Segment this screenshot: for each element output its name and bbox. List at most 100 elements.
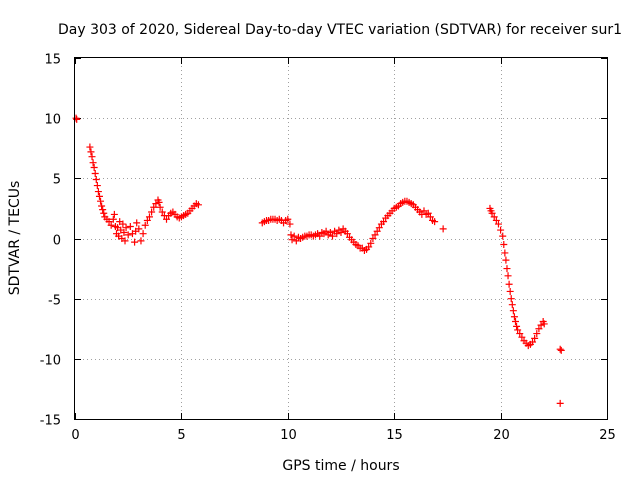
data-point xyxy=(152,200,160,208)
y-tick-label: 5 xyxy=(53,173,61,188)
data-point xyxy=(139,230,147,238)
axis-ticks xyxy=(75,58,608,420)
data-point xyxy=(333,230,341,238)
data-point xyxy=(86,143,94,151)
data-point xyxy=(122,224,130,232)
data-point xyxy=(537,321,545,329)
data-point xyxy=(488,209,496,217)
data-point xyxy=(137,237,145,245)
data-point xyxy=(145,213,153,221)
data-point xyxy=(375,224,383,232)
y-tick-label: -5 xyxy=(48,294,61,309)
data-point xyxy=(89,159,97,167)
data-point xyxy=(533,330,541,338)
data-point xyxy=(529,338,537,346)
data-point xyxy=(499,232,507,240)
data-point xyxy=(501,249,509,257)
data-point xyxy=(508,301,516,309)
data-point xyxy=(507,295,515,303)
data-point xyxy=(328,232,336,240)
data-point xyxy=(290,232,298,240)
data-point xyxy=(93,182,101,190)
data-point xyxy=(95,192,103,200)
data-point xyxy=(502,256,510,264)
data-point xyxy=(121,237,129,245)
data-point xyxy=(505,280,513,288)
data-point xyxy=(163,215,171,223)
data-point xyxy=(510,313,518,321)
data-point xyxy=(316,232,324,240)
data-point xyxy=(494,220,502,228)
data-point xyxy=(135,225,143,233)
chart-title: Day 303 of 2020, Sidereal Day-to-day VTE… xyxy=(58,22,622,38)
data-point xyxy=(292,237,300,245)
data-point xyxy=(426,213,434,221)
data-point xyxy=(490,213,498,221)
data-point xyxy=(500,241,508,249)
data-point xyxy=(504,272,512,280)
data-point xyxy=(506,287,514,295)
x-tick-label: 10 xyxy=(280,428,297,443)
data-point xyxy=(420,207,428,215)
data-point xyxy=(141,221,149,229)
data-point xyxy=(143,216,151,224)
data-point xyxy=(322,227,330,235)
data-point xyxy=(343,230,351,238)
x-tick-labels: 0 5 10 15 20 25 xyxy=(71,428,615,443)
data-point xyxy=(540,320,548,328)
x-tick-label: 0 xyxy=(71,428,79,443)
data-point xyxy=(337,228,345,236)
y-tick-label: -10 xyxy=(40,354,61,369)
data-point xyxy=(518,333,526,341)
data-point xyxy=(110,210,118,218)
data-point xyxy=(535,325,543,333)
x-axis-label: GPS time / hours xyxy=(282,458,399,474)
data-point xyxy=(92,176,100,184)
data-point xyxy=(424,209,432,217)
data-point xyxy=(373,227,381,235)
data-point xyxy=(158,208,166,216)
data-point xyxy=(284,215,292,223)
data-point xyxy=(99,206,107,214)
y-tick-label: 15 xyxy=(44,53,61,68)
data-point xyxy=(119,220,127,228)
y-axis-label: SDTVAR / TECUs xyxy=(7,181,23,296)
data-point xyxy=(431,218,439,226)
data-point xyxy=(97,197,105,205)
data-point xyxy=(365,243,373,251)
data-point xyxy=(105,218,113,226)
data-point xyxy=(72,114,80,122)
x-tick-label: 20 xyxy=(493,428,510,443)
data-point xyxy=(367,239,375,247)
data-point xyxy=(380,218,388,226)
plot-frame xyxy=(74,57,608,420)
data-point xyxy=(133,219,141,227)
data-points xyxy=(72,114,565,407)
data-point xyxy=(492,216,500,224)
data-point xyxy=(126,222,134,230)
data-point xyxy=(497,226,505,234)
x-tick-label: 25 xyxy=(599,428,616,443)
data-point xyxy=(516,330,524,338)
data-point xyxy=(155,198,163,206)
data-point xyxy=(371,231,379,239)
data-point xyxy=(107,221,115,229)
data-point xyxy=(288,236,296,244)
data-point xyxy=(90,164,98,172)
y-tick-labels: -15 -10 -5 0 5 10 15 xyxy=(40,53,61,429)
x-tick-label: 15 xyxy=(386,428,403,443)
grid-lines xyxy=(75,58,607,419)
data-point xyxy=(509,307,517,315)
data-point xyxy=(98,202,106,210)
x-tick-label: 5 xyxy=(177,428,185,443)
data-point xyxy=(503,265,511,273)
y-tick-label: -15 xyxy=(40,414,61,429)
data-point xyxy=(88,153,96,161)
data-point xyxy=(511,318,519,326)
data-point xyxy=(514,326,522,334)
data-point xyxy=(120,228,128,236)
data-point xyxy=(94,188,102,196)
data-point xyxy=(91,170,99,178)
data-point xyxy=(286,220,294,228)
